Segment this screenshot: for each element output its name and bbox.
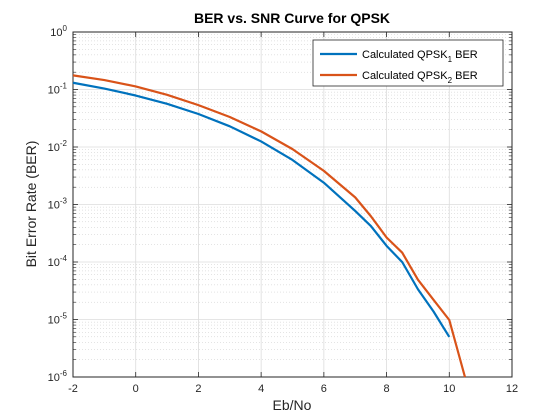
x-tick-label: 8 — [384, 383, 390, 395]
legend-box — [312, 39, 504, 87]
legend-label-1: Calculated QPSK1 BER — [362, 49, 478, 64]
legend: Calculated QPSK1 BER Calculated QPSK2 BER — [312, 39, 504, 87]
series-line-2 — [72, 74, 467, 378]
x-tick-label: 2 — [195, 383, 201, 395]
series-line-1 — [72, 81, 451, 338]
x-tick-label: 0 — [133, 383, 139, 395]
y-tick-label: 10-6 — [48, 369, 68, 384]
x-tick-label: 10 — [443, 383, 455, 395]
y-tick-label: 100 — [50, 24, 67, 39]
series-layer — [72, 74, 467, 378]
x-tick-label: 12 — [506, 383, 518, 395]
x-tick-label: -2 — [68, 383, 78, 395]
y-tick-label: 10-5 — [48, 312, 68, 327]
y-tick-label: 10-1 — [48, 82, 68, 97]
y-axis-label: Bit Error Rate (BER) — [23, 141, 39, 268]
legend-label-2: Calculated QPSK2 BER — [362, 70, 478, 85]
y-tick-label: 10-4 — [48, 254, 68, 269]
x-tick-label: 6 — [321, 383, 327, 395]
y-tick-label: 10-2 — [48, 139, 68, 154]
x-tick-label: 4 — [258, 383, 264, 395]
y-tick-label: 10-3 — [48, 197, 68, 212]
axis-ticks: -2 0 2 4 6 8 10 12 10-6 10-5 10-4 10-3 10-2 10-1 100 — [48, 24, 519, 395]
chart-title: BER vs. SNR Curve for QPSK — [194, 10, 390, 26]
x-axis-label: Eb/No — [273, 397, 312, 413]
